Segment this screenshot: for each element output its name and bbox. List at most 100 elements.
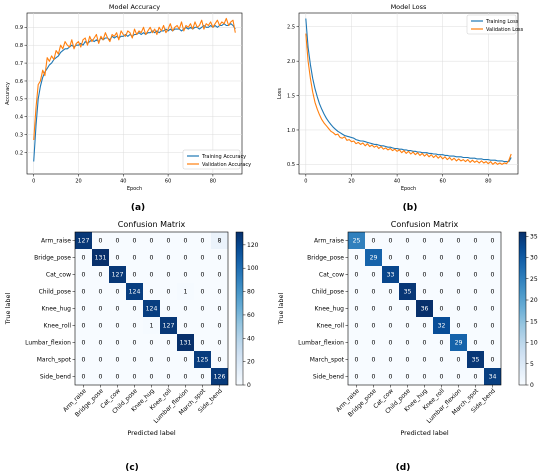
matrix-cell-d (348, 334, 365, 351)
matrix-cell-c (211, 368, 228, 385)
y-axis-label-d: True label (277, 293, 285, 326)
cell-value-c: 0 (116, 238, 120, 245)
matrix-cell-c (211, 351, 228, 368)
matrix-cell-c (143, 351, 160, 368)
matrix-cell-c (211, 317, 228, 334)
cell-value-c: 0 (167, 306, 171, 313)
matrix-cell-d (467, 283, 484, 300)
cell-value-d: 0 (355, 289, 359, 296)
cell-value-d: 0 (440, 272, 444, 279)
cell-value-c: 0 (218, 357, 222, 364)
cell-value-c: 0 (116, 340, 120, 347)
matrix-cell-d (416, 249, 433, 266)
matrix-cell-c (109, 283, 126, 300)
cell-value-c: 0 (150, 238, 154, 245)
cell-value-d: 0 (423, 357, 427, 364)
matrix-cell-d (348, 249, 365, 266)
row-label-c: Knee_hug (41, 306, 71, 313)
matrix-cell-d (348, 351, 365, 368)
matrix-cell-d (450, 249, 467, 266)
colorbar-tick-label-c: 120 (247, 242, 259, 249)
matrix-cell-d (484, 351, 501, 368)
y-tick-label-a: 0.5 (15, 97, 23, 103)
matrix-cell-c (143, 300, 160, 317)
cell-value-c: 0 (82, 255, 86, 262)
matrix-cell-c (194, 300, 211, 317)
matrix-cell-c (75, 334, 92, 351)
matrix-cell-d (416, 351, 433, 368)
matrix-cell-d (382, 300, 399, 317)
matrix-cell-c (177, 334, 194, 351)
cell-value-c: 0 (218, 255, 222, 262)
y-tick-label-b: 1.5 (287, 93, 295, 99)
x-axis-label-a: Epoch (127, 186, 142, 192)
cell-value-c: 0 (201, 289, 205, 296)
matrix-cell-d (450, 266, 467, 283)
legend-label-a-1: Validation Accuracy (202, 162, 251, 168)
cell-value-d: 0 (440, 289, 444, 296)
cell-value-d: 0 (474, 272, 478, 279)
cell-value-d: 0 (474, 306, 478, 313)
cell-value-c: 0 (82, 340, 86, 347)
cell-value-d: 0 (406, 323, 410, 330)
cell-value-c: 0 (167, 238, 171, 245)
colorbar-tick-label-d: 10 (530, 340, 538, 347)
y-tick-label-a: 0.8 (15, 43, 23, 49)
matrix-cell-c (75, 300, 92, 317)
matrix-cell-d (365, 232, 382, 249)
y-axis-label-b: Loss (277, 88, 283, 99)
cell-value-d: 0 (457, 323, 461, 330)
matrix-cell-d (484, 232, 501, 249)
row-label-d: Side_bend (313, 374, 344, 381)
matrix-cell-c (92, 283, 109, 300)
cell-value-c: 0 (116, 323, 120, 330)
colorbar-tick-label-d: 25 (530, 276, 538, 283)
x-tick-label-a: 40 (120, 179, 126, 185)
matrix-cell-d (399, 300, 416, 317)
row-label-c: Child_pose (39, 289, 72, 296)
row-label-c: Cat_cow (46, 272, 71, 279)
colorbar-tick-label-c: 80 (247, 289, 255, 296)
matrix-cell-d (399, 317, 416, 334)
matrix-cell-d (382, 317, 399, 334)
matrix-cell-c (160, 368, 177, 385)
matrix-cell-c (126, 249, 143, 266)
cell-value-d: 0 (440, 238, 444, 245)
matrix-cell-d (382, 351, 399, 368)
matrix-cell-d (484, 249, 501, 266)
cell-value-d: 0 (372, 272, 376, 279)
matrix-cell-c (92, 351, 109, 368)
cell-value-d: 0 (406, 374, 410, 381)
x-tick-label-b: 80 (485, 179, 491, 185)
cell-value-c: 0 (99, 374, 103, 381)
x-axis-label-b: Epoch (401, 186, 416, 192)
cell-value-c: 0 (116, 255, 120, 262)
matrix-cell-c (194, 232, 211, 249)
matrix-cell-d (450, 283, 467, 300)
matrix-cell-c (126, 368, 143, 385)
x-tick-label-b: 40 (394, 179, 400, 185)
cell-value-c: 0 (133, 255, 137, 262)
matrix-cell-d (467, 368, 484, 385)
panel-label-b: (b) (403, 203, 418, 213)
cell-value-d: 0 (406, 272, 410, 279)
cell-value-c: 0 (82, 289, 86, 296)
cell-value-d: 0 (491, 340, 495, 347)
row-label-d: Knee_roll (317, 323, 345, 330)
cell-value-d: 0 (474, 255, 478, 262)
matrix-cell-d (399, 232, 416, 249)
x-tick-label-a: 0 (32, 179, 35, 185)
cell-value-d: 36 (421, 306, 429, 313)
matrix-cell-c (75, 232, 92, 249)
matrix-cell-d (348, 300, 365, 317)
matrix-cell-c (109, 334, 126, 351)
matrix-cell-d (450, 317, 467, 334)
matrix-cell-c (92, 266, 109, 283)
matrix-cell-c (126, 334, 143, 351)
matrix-cell-c (160, 249, 177, 266)
row-label-c: March_spot (37, 357, 72, 364)
matrix-cell-d (348, 266, 365, 283)
matrix-cell-d (382, 266, 399, 283)
y-tick-label-b: 2.5 (287, 25, 295, 31)
cell-value-d: 0 (355, 357, 359, 364)
